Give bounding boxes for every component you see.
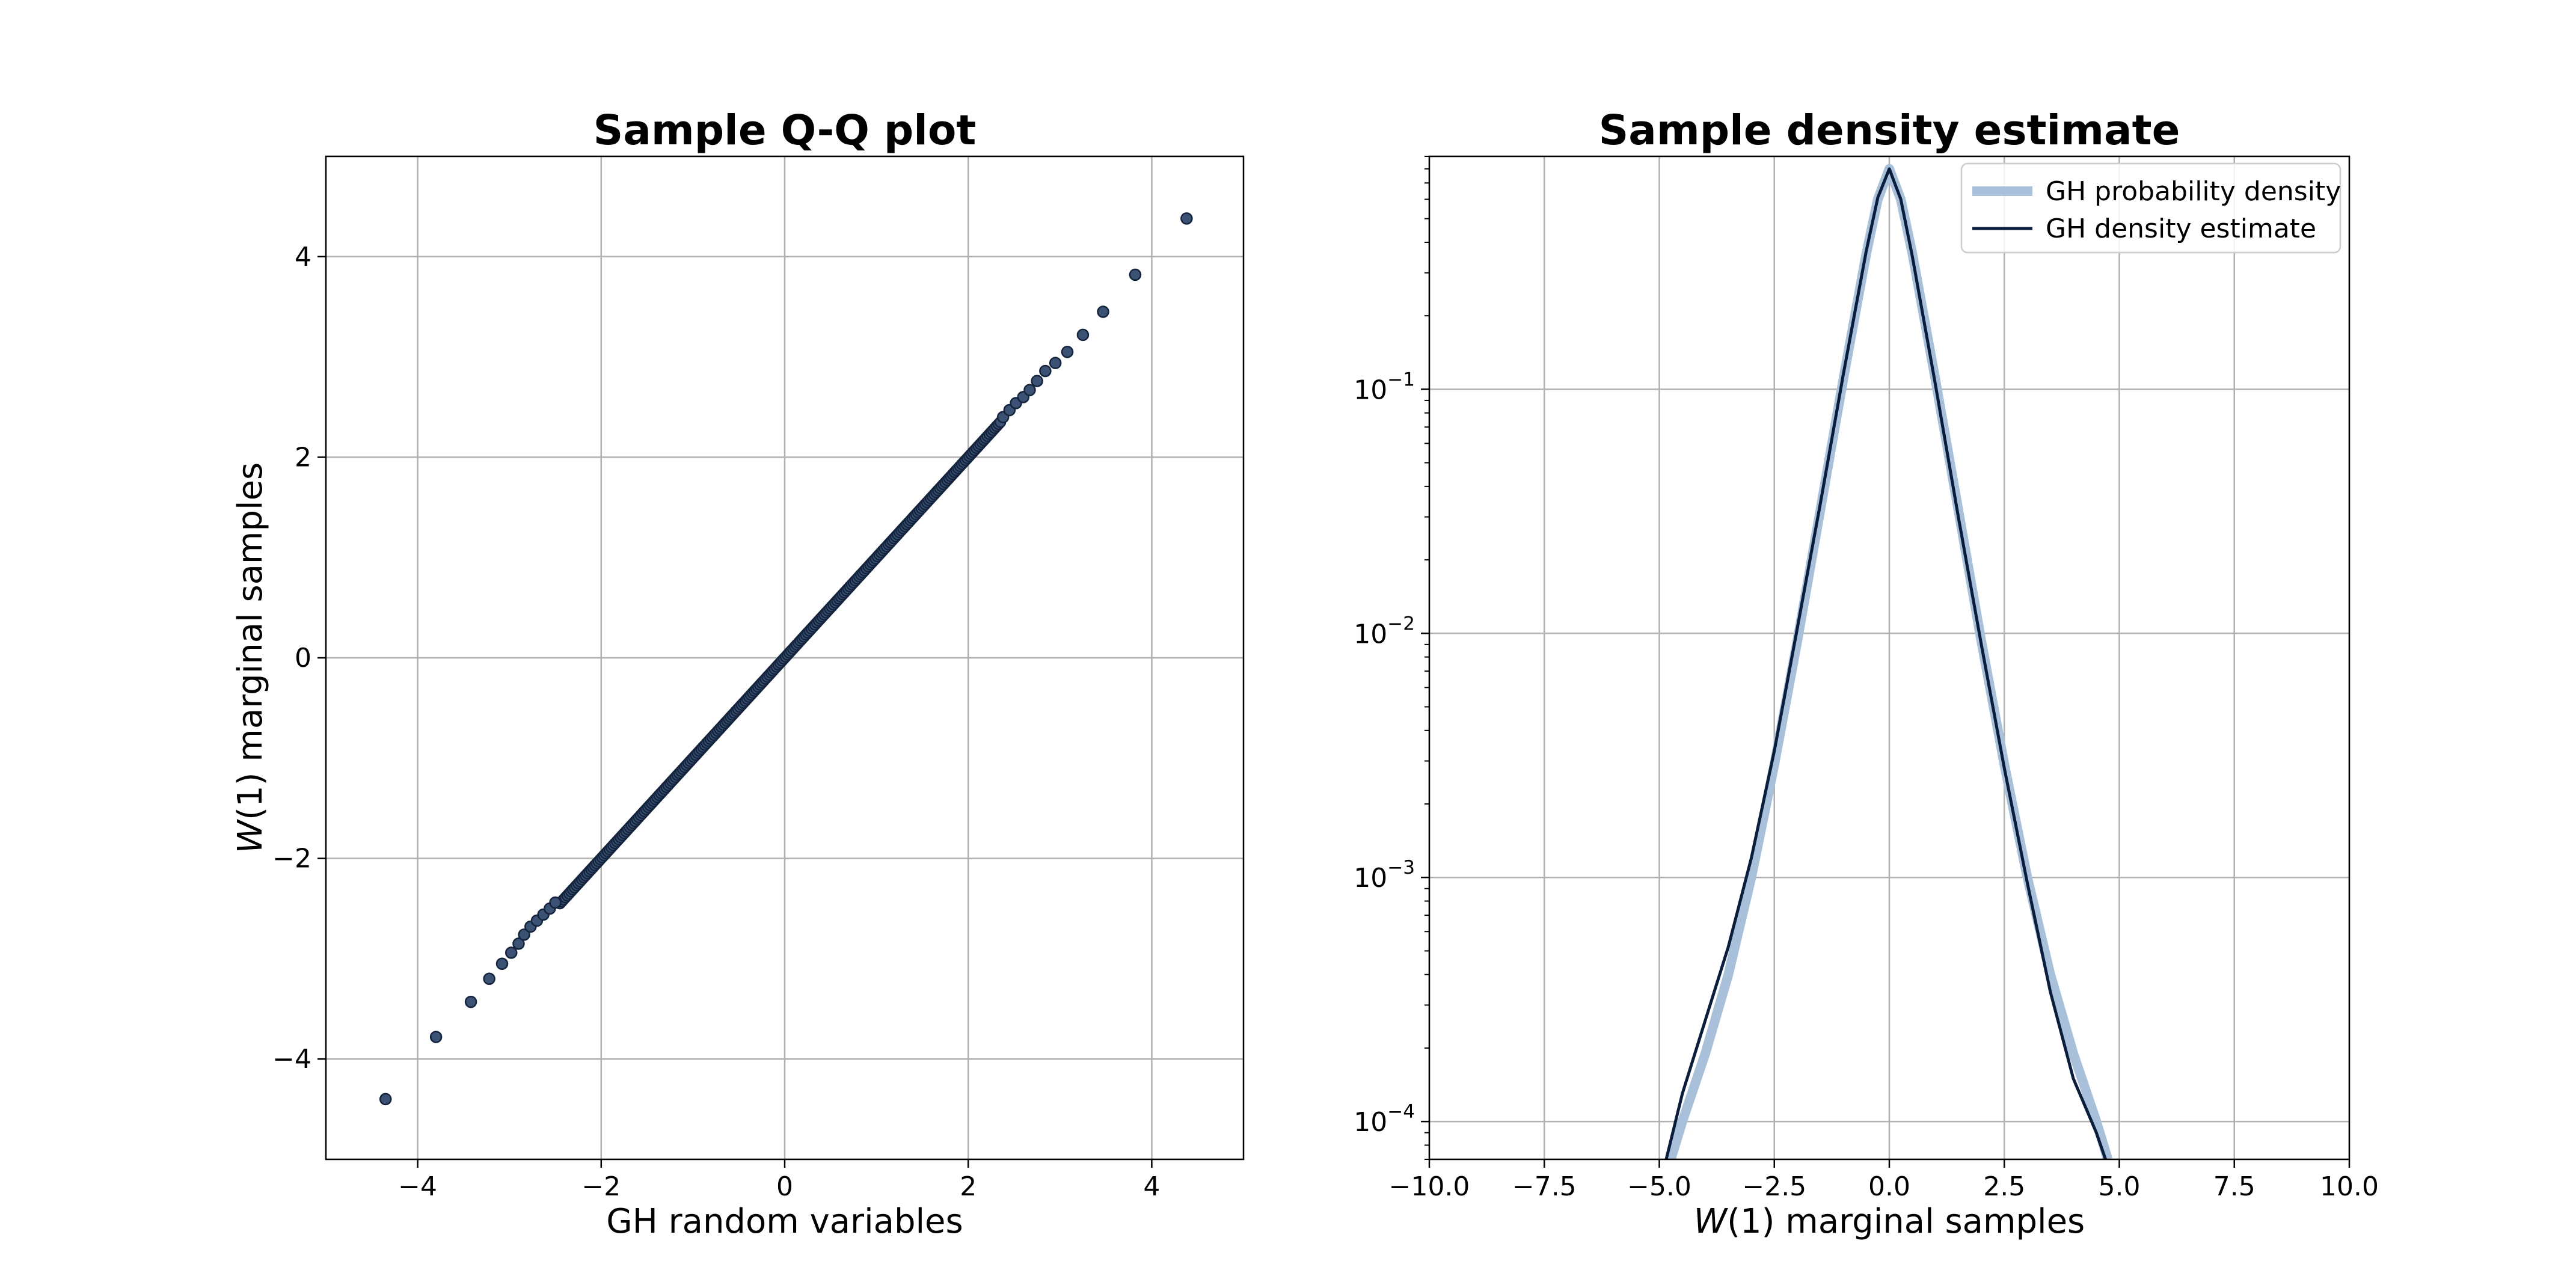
- density-plot-lines: [1664, 164, 2113, 1159]
- qq-plot-y-axis-label: W(1) marginal samples: [231, 462, 270, 853]
- density-plot-minor-ticks: [1424, 156, 1429, 1160]
- qq-x-tick-label: 4: [1143, 1171, 1160, 1202]
- density-x-tick-label: −2.5: [1742, 1171, 1806, 1202]
- density-x-tick-label: 10.0: [2320, 1171, 2379, 1202]
- density-x-tick-label: −5.0: [1627, 1171, 1691, 1202]
- qq-point: [549, 896, 562, 909]
- qq-point: [1049, 357, 1062, 369]
- qq-point: [1039, 364, 1052, 378]
- density-x-tick-label: 2.5: [1983, 1171, 2025, 1202]
- qq-point: [505, 946, 518, 959]
- qq-x-tick-label: −4: [398, 1171, 437, 1202]
- qq-plot-x-axis-label: GH random variables: [606, 1202, 963, 1241]
- qq-y-tick-label: 2: [295, 442, 311, 473]
- density-x-tick-label: −10.0: [1389, 1171, 1470, 1202]
- density-plot-x-axis-label-var: W: [1694, 1202, 1729, 1241]
- qq-point: [495, 957, 509, 970]
- qq-point: [429, 1031, 443, 1043]
- density-y-tick-label: 10−4: [1354, 1101, 1415, 1138]
- qq-plot-y-ticks: −4 −2 0 2 4: [272, 242, 326, 1075]
- density-y-tick-base: 10: [1354, 619, 1387, 649]
- qq-y-tick-label: −4: [272, 1044, 311, 1075]
- qq-point: [1180, 212, 1193, 225]
- density-plot-x-ticks: −10.0 −7.5 −5.0 −2.5 0.0 2.5 5.0 7.5 10.0: [1389, 1159, 2379, 1202]
- qq-y-tick-label: −2: [272, 844, 311, 874]
- density-y-tick-label: 10−1: [1354, 369, 1415, 405]
- density-x-tick-label: −7.5: [1512, 1171, 1577, 1202]
- qq-plot-dense-points: [554, 416, 1007, 910]
- qq-plot-y-axis-label-text: (1) marginal samples: [231, 462, 270, 820]
- gh-density-estimate-line: [1664, 167, 2107, 1159]
- qq-point: [1061, 346, 1074, 358]
- density-y-tick-exponent: −2: [1387, 613, 1415, 634]
- density-y-tick-exponent: −4: [1387, 1101, 1415, 1123]
- density-y-tick-base: 10: [1354, 1107, 1387, 1138]
- qq-point: [1023, 384, 1036, 396]
- qq-point: [518, 928, 530, 941]
- density-y-tick-exponent: −3: [1387, 857, 1415, 879]
- qq-point: [1129, 268, 1142, 281]
- density-plot-legend: GH probability density GH density estima…: [1960, 162, 2341, 254]
- qq-y-tick-label: 4: [295, 242, 311, 272]
- qq-point: [483, 972, 495, 986]
- qq-plot-x-ticks: −4 −2 0 2 4: [398, 1159, 1160, 1202]
- density-y-tick-label: 10−3: [1354, 857, 1415, 894]
- density-x-tick-label: 5.0: [2099, 1171, 2141, 1202]
- density-y-tick-base: 10: [1354, 863, 1387, 894]
- qq-plot-panel: Sample Q-Q plot −4 −2 0 2 4 −4 −2 0 2 4 GH rando…: [231, 106, 1245, 1241]
- qq-point: [379, 1093, 392, 1106]
- qq-plot-title: Sample Q-Q plot: [593, 106, 977, 155]
- legend-label-gh-probability-density: GH probability density: [2046, 176, 2341, 207]
- density-plot-panel: Sample density estimate −10.0 −7.5 −5.0 −2.…: [1354, 106, 2379, 1241]
- density-plot-x-axis-label: W(1) marginal samples: [1694, 1202, 2085, 1241]
- qq-plot-y-axis-label-var: W: [231, 818, 270, 853]
- density-plot-title: Sample density estimate: [1599, 106, 2180, 155]
- density-y-tick-exponent: −1: [1387, 369, 1415, 390]
- density-x-tick-label: 7.5: [2213, 1171, 2256, 1202]
- qq-point: [1097, 305, 1109, 318]
- qq-point: [512, 937, 525, 950]
- qq-x-tick-label: 2: [960, 1171, 977, 1202]
- qq-plot-points: [379, 212, 1193, 1106]
- density-x-tick-label: 0.0: [1868, 1171, 1910, 1202]
- legend-label-gh-density-estimate: GH density estimate: [2046, 213, 2316, 244]
- qq-y-tick-label: 0: [295, 643, 311, 673]
- qq-point: [1031, 375, 1043, 387]
- qq-x-tick-label: −2: [581, 1171, 621, 1202]
- density-plot-x-axis-label-text: (1) marginal samples: [1727, 1202, 2085, 1241]
- density-y-tick-label: 10−2: [1354, 613, 1415, 649]
- qq-x-tick-label: 0: [776, 1171, 793, 1202]
- legend-box: [1960, 162, 2341, 254]
- qq-point: [464, 995, 477, 1008]
- density-plot-y-ticks: 10−410−310−210−1: [1354, 369, 1429, 1138]
- density-y-tick-base: 10: [1354, 375, 1387, 405]
- qq-point: [1076, 328, 1090, 342]
